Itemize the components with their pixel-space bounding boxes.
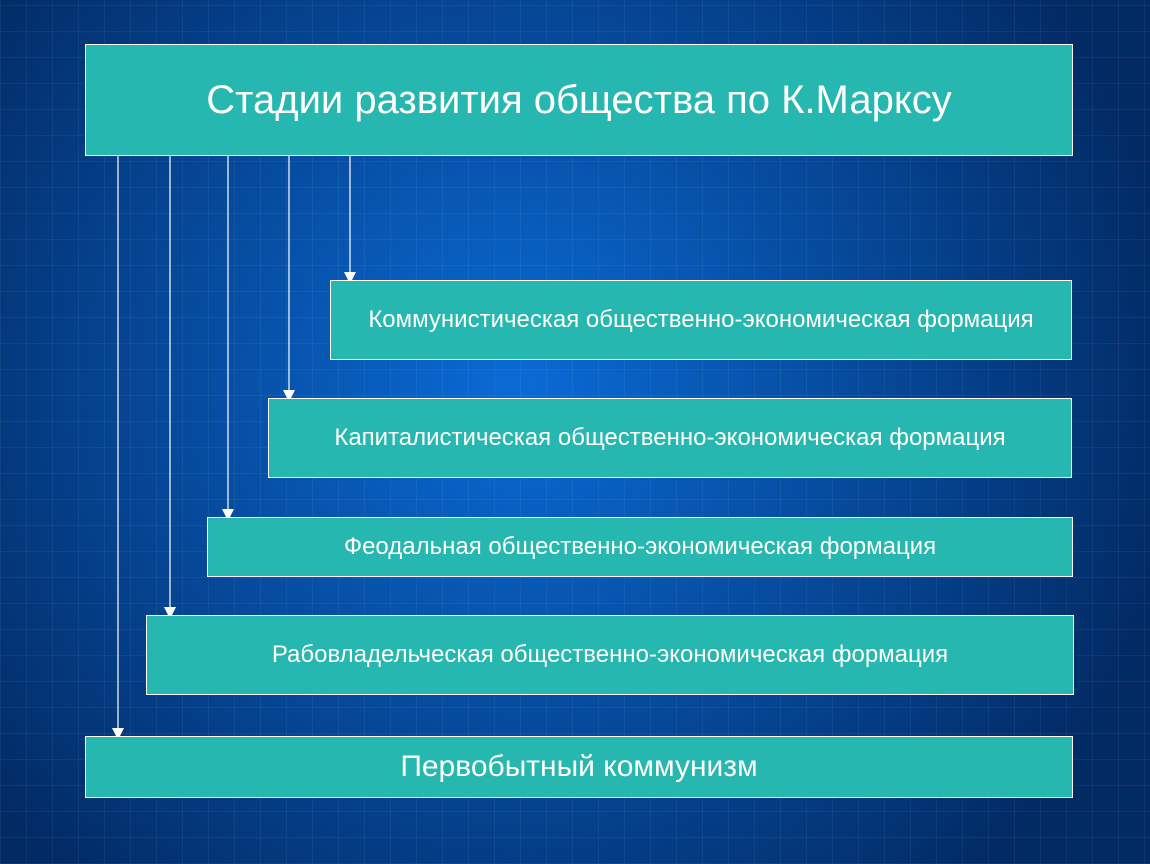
stage-communist: Коммунистическая общественно-экономическ…	[330, 280, 1072, 360]
stage-capitalist: Капиталистическая общественно-экономичес…	[268, 398, 1072, 478]
title-box: Стадии развития общества по К.Марксу	[85, 44, 1073, 156]
stage-slave: Рабовладельческая общественно-экономичес…	[146, 615, 1074, 695]
stage-feudal: Феодальная общественно-экономическая фор…	[207, 517, 1073, 577]
stage-slave-label: Рабовладельческая общественно-экономичес…	[147, 640, 1073, 670]
stage-primitive: Первобытный коммунизм	[85, 736, 1073, 798]
stage-primitive-label: Первобытный коммунизм	[86, 748, 1072, 786]
diagram-canvas: Стадии развития общества по К.Марксу Ком…	[0, 0, 1150, 864]
stage-communist-label: Коммунистическая общественно-экономическ…	[331, 305, 1071, 335]
stage-feudal-label: Феодальная общественно-экономическая фор…	[208, 532, 1072, 562]
title-text: Стадии развития общества по К.Марксу	[86, 75, 1072, 125]
stage-capitalist-label: Капиталистическая общественно-экономичес…	[269, 423, 1071, 453]
